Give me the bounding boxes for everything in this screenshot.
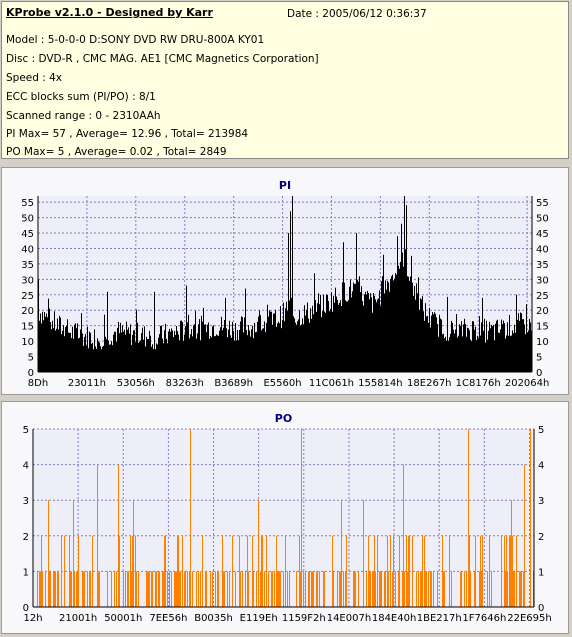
disc-line: Disc : DVD-R , CMC MAG. AE1 [CMC Magneti… — [6, 53, 319, 65]
x-tick-label: B3689h — [214, 378, 253, 389]
chart-title: PI — [279, 179, 291, 192]
x-tick-label: E119Eh — [240, 613, 278, 624]
y-tick-label: 5 — [28, 353, 34, 364]
y-tick-label-right: 0 — [536, 368, 542, 379]
y-tick-label-right: 50 — [536, 214, 549, 225]
y-tick-label-right: 5 — [536, 353, 542, 364]
speed-line: Speed : 4x — [6, 72, 63, 84]
x-tick-label: 202064h — [505, 378, 550, 389]
y-tick-label: 20 — [21, 306, 34, 317]
app-title: KProbe v2.1.0 - Designed by Karr — [6, 6, 213, 19]
pi-stats-line: PI Max= 57 , Average= 12.96 , Total= 213… — [6, 128, 249, 140]
x-tick-label: 23011h — [68, 378, 106, 389]
x-tick-label: 50001h — [104, 613, 142, 624]
y-tick-label-right: 1 — [538, 567, 544, 578]
x-tick-label: 155814h — [358, 378, 403, 389]
x-tick-label: 14E007h — [327, 613, 371, 624]
x-tick-label: 83263h — [166, 378, 204, 389]
y-tick-label: 15 — [21, 322, 34, 333]
ecc-line: ECC blocks sum (PI/PO) : 8/1 — [6, 91, 156, 103]
y-tick-label: 55 — [21, 198, 34, 209]
y-tick-label-right: 40 — [536, 244, 549, 255]
y-tick-label-right: 20 — [536, 306, 549, 317]
x-tick-label: 11C061h — [309, 378, 354, 389]
y-tick-label: 45 — [21, 229, 34, 240]
y-tick-label: 25 — [21, 291, 34, 302]
y-tick-label-right: 35 — [536, 260, 549, 271]
x-tick-label: 1C8176h — [456, 378, 501, 389]
range-line: Scanned range : 0 - 2310AAh — [6, 110, 161, 122]
y-tick-label-right: 0 — [538, 603, 544, 614]
x-tick-label: 1BE217h — [417, 613, 462, 624]
pi-chart-panel: PI 0 0 5 5 10 10 15 15 20 20 25 25 30 30 35 35 40 40 45 45 50… — [1, 167, 569, 395]
po-chart: PO 0 0 1 1 2 2 3 3 4 4 5 5 12h 21001h 50001h 7EE56h B0035… — [23, 412, 552, 624]
x-tick-label: 1159F2h — [282, 613, 326, 624]
x-tick-label: 184E40h — [372, 613, 416, 624]
y-tick-label-right: 5 — [538, 425, 544, 436]
po-chart-panel: PO 0 0 1 1 2 2 3 3 4 4 5 5 12h 21001h 50001h 7EE56h B0035… — [1, 401, 569, 634]
y-tick-label: 10 — [21, 337, 34, 348]
y-tick-label-right: 15 — [536, 322, 549, 333]
x-tick-label: 18E267h — [407, 378, 451, 389]
y-tick-label: 2 — [23, 532, 29, 543]
x-tick-label: 12h — [23, 613, 42, 624]
y-tick-label-right: 25 — [536, 291, 549, 302]
y-tick-label-right: 10 — [536, 337, 549, 348]
x-tick-label: E5560h — [263, 378, 301, 389]
x-tick-label: B0035h — [194, 613, 233, 624]
y-tick-label: 5 — [23, 425, 29, 436]
y-tick-label-right: 2 — [538, 532, 544, 543]
chart-title: PO — [275, 412, 292, 425]
x-tick-label: 7EE56h — [149, 613, 187, 624]
x-tick-label: 21001h — [59, 613, 97, 624]
y-tick-label-right: 55 — [536, 198, 549, 209]
y-tick-label: 0 — [28, 368, 34, 379]
x-tick-label: 22E695h — [507, 613, 551, 624]
po-stats-line: PO Max= 5 , Average= 0.02 , Total= 2849 — [6, 146, 227, 158]
x-tick-label: 53056h — [117, 378, 155, 389]
y-tick-label: 3 — [23, 496, 29, 507]
x-tick-label: 8Dh — [28, 378, 48, 389]
y-tick-label-right: 4 — [538, 461, 544, 472]
scan-date: Date : 2005/06/12 0:36:37 — [287, 8, 427, 20]
y-tick-label: 4 — [23, 461, 29, 472]
x-tick-label: 1F7646h — [462, 613, 506, 624]
y-tick-label: 0 — [23, 603, 29, 614]
y-tick-label: 30 — [21, 275, 34, 286]
po-bars — [37, 429, 534, 607]
y-tick-label-right: 3 — [538, 496, 544, 507]
y-tick-label: 40 — [21, 244, 34, 255]
y-tick-label-right: 30 — [536, 275, 549, 286]
y-tick-label-right: 45 — [536, 229, 549, 240]
y-tick-label: 50 — [21, 214, 34, 225]
model-line: Model : 5-0-0-0 D:SONY DVD RW DRU-800A K… — [6, 34, 265, 46]
info-panel: KProbe v2.1.0 - Designed by Karr Date : … — [1, 1, 569, 159]
y-tick-label: 35 — [21, 260, 34, 271]
y-tick-label: 1 — [23, 567, 29, 578]
